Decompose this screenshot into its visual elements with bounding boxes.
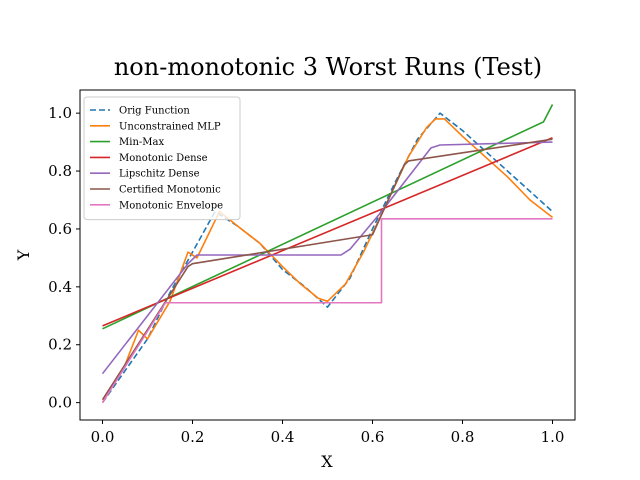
legend-box bbox=[83, 96, 241, 221]
legend-label-2: Min-Max bbox=[119, 137, 164, 148]
y-axis-title: Y bbox=[14, 249, 33, 261]
x-tick-label-5: 1.0 bbox=[541, 428, 565, 446]
legend: Orig Function Unconstrained MLP Min-Max Mon… bbox=[83, 96, 241, 221]
x-tick-label-1: 0.2 bbox=[181, 428, 205, 446]
series-line-0 bbox=[101, 112, 554, 404]
legend-label-1: Unconstrained MLP bbox=[119, 121, 221, 132]
x-axis: 0.0 0.2 0.4 0.6 0.8 1.0 bbox=[91, 420, 565, 446]
legend-label-0: Orig Function bbox=[119, 106, 190, 117]
series-line-4 bbox=[101, 141, 553, 375]
y-tick-label-5: 1.0 bbox=[48, 104, 72, 122]
chart-title: non-monotonic 3 Worst Runs (Test) bbox=[114, 53, 542, 81]
x-tick-label-0: 0.0 bbox=[91, 428, 115, 446]
y-tick-label-2: 0.4 bbox=[48, 278, 72, 296]
y-tick-label-4: 0.8 bbox=[48, 162, 72, 180]
legend-label-3: Monotonic Dense bbox=[119, 153, 208, 164]
y-tick-label-3: 0.6 bbox=[48, 220, 72, 238]
y-tick-label-0: 0.0 bbox=[48, 394, 72, 412]
series-line-3 bbox=[102, 137, 553, 327]
plot-frame bbox=[79, 89, 576, 421]
legend-label-6: Monotonic Envelope bbox=[119, 200, 223, 211]
y-axis: 0.0 0.2 0.4 0.6 0.8 1.0 bbox=[48, 104, 80, 412]
x-axis-title: X bbox=[321, 452, 333, 471]
x-tick-label-2: 0.4 bbox=[271, 428, 295, 446]
legend-label-4: Lipschitz Dense bbox=[119, 169, 200, 180]
plot-lines bbox=[101, 104, 554, 404]
series-line-2 bbox=[102, 104, 554, 330]
legend-label-5: Certified Monotonic bbox=[119, 185, 221, 196]
x-tick-label-3: 0.6 bbox=[361, 428, 385, 446]
x-tick-label-4: 0.8 bbox=[451, 428, 475, 446]
series-line-6 bbox=[101, 218, 553, 404]
series-line-5 bbox=[101, 138, 553, 401]
y-tick-label-1: 0.2 bbox=[48, 336, 72, 354]
series-line-1 bbox=[101, 118, 553, 404]
